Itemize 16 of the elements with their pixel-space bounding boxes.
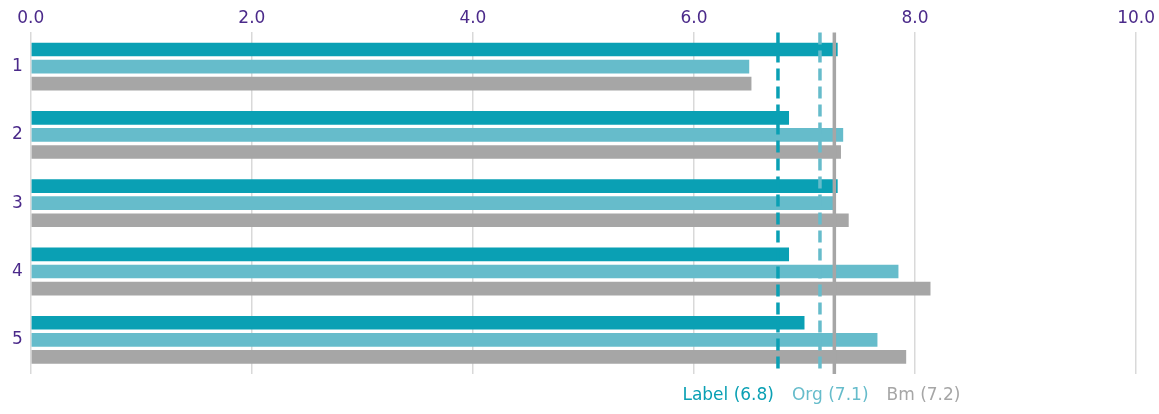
ref-line-label: Label (6.8) [682,384,774,405]
ref-line-label: Bm (7.2) [886,384,961,405]
y-tick-label: 1 [11,54,23,75]
bar [31,59,750,74]
y-tick-label: 5 [11,328,23,349]
bar [31,76,752,91]
y-tick-label: 3 [11,191,23,212]
x-tick-label: 6.0 [680,6,708,27]
x-tick-label: 2.0 [238,6,266,27]
x-tick-label: 0.0 [17,6,45,27]
x-tick-label: 4.0 [459,6,487,27]
x-tick-label: 8.0 [901,6,929,27]
y-tick-label: 4 [11,259,23,280]
y-tick-label: 2 [11,123,23,144]
ref-line-label: Org (7.1) [791,384,869,405]
x-tick-label: 10.0 [1117,6,1155,27]
